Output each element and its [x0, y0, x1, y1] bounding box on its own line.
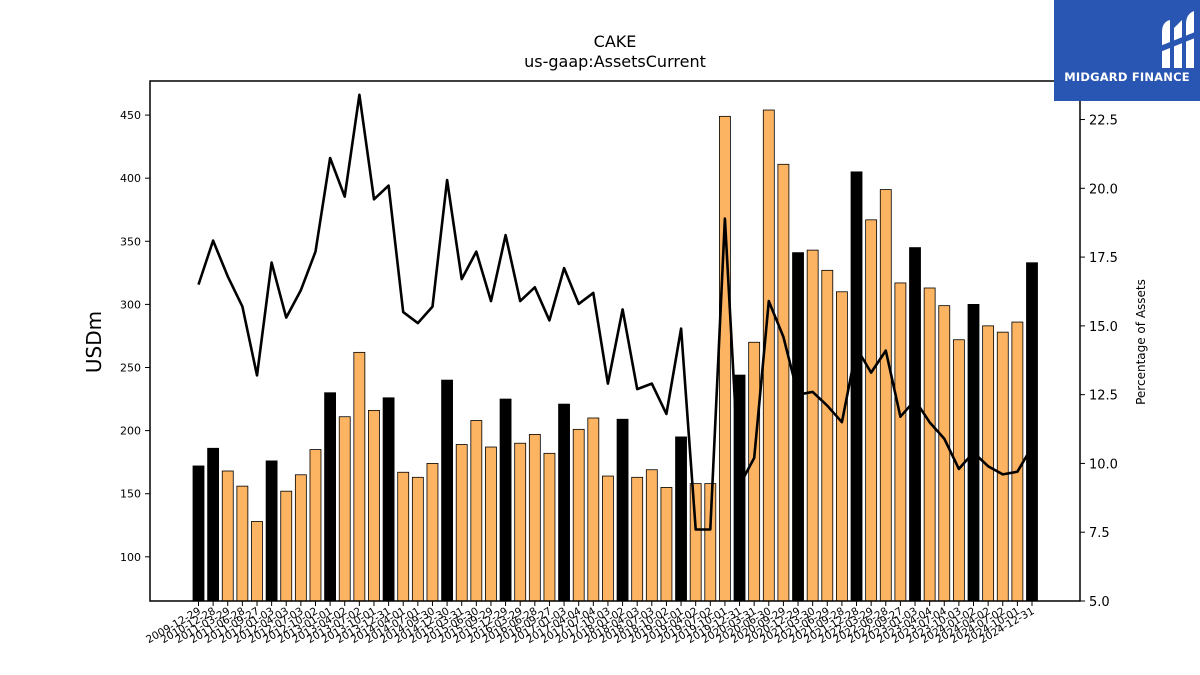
bar [836, 291, 848, 602]
bar [850, 171, 863, 602]
percentage-line [197, 93, 1034, 531]
bar [719, 115, 731, 602]
y-tick-label: 450 [120, 109, 141, 122]
bar [616, 418, 629, 602]
bar [938, 305, 951, 602]
bar [1026, 262, 1038, 602]
bar [777, 163, 790, 602]
bar [879, 189, 892, 602]
bar [748, 341, 761, 602]
chart-title: CAKE [593, 32, 637, 51]
y2-axis-label: Percentage of Assets [1134, 279, 1148, 405]
bar [821, 269, 834, 602]
bar [280, 490, 293, 602]
bar [865, 219, 878, 602]
bar [455, 444, 468, 602]
y-tick-label: 200 [120, 425, 141, 438]
bar [587, 417, 600, 602]
bar [894, 282, 907, 602]
bar [514, 442, 527, 602]
bar [236, 485, 249, 602]
y2-tick-label: 7.5 [1089, 526, 1110, 541]
bar [996, 331, 1009, 602]
bar [952, 339, 965, 602]
bar [704, 483, 717, 602]
y2-tick-label: 17.5 [1089, 251, 1118, 266]
bar [806, 249, 819, 602]
bar [572, 428, 585, 602]
bar [528, 433, 541, 602]
bar [631, 476, 644, 602]
bar [660, 487, 673, 602]
y-axis-label: USDm [82, 310, 106, 374]
bar [265, 460, 278, 602]
midgard-finance-logo: MIDGARD FINANCE [1054, 0, 1200, 101]
bar [382, 397, 395, 602]
y-tick-label: 400 [120, 172, 141, 185]
bar [499, 398, 512, 602]
y2-tick-label: 12.5 [1089, 389, 1118, 404]
bar [441, 379, 453, 602]
bar [558, 403, 570, 602]
bar [543, 452, 556, 602]
bar [689, 483, 702, 602]
bar [602, 475, 614, 602]
bar [411, 476, 424, 602]
bar [485, 446, 497, 602]
bar [294, 474, 307, 602]
plot-frame [149, 80, 1081, 602]
bar [192, 465, 205, 602]
bar [397, 471, 410, 602]
logo-text: MIDGARD FINANCE [1064, 70, 1190, 84]
bar [1011, 321, 1024, 602]
bar [309, 449, 322, 602]
bar [909, 247, 921, 602]
bar [426, 463, 439, 602]
bar [353, 351, 366, 602]
y2-tick-label: 22.5 [1089, 114, 1118, 129]
y-tick-label: 350 [120, 235, 141, 248]
chart-subtitle: us-gaap:AssetsCurrent [524, 52, 706, 71]
y2-tick-label: 15.0 [1089, 320, 1118, 335]
bar [645, 469, 658, 602]
bar [923, 287, 936, 602]
bar [221, 470, 234, 602]
logo-mark-icon [1160, 11, 1200, 68]
bar [792, 252, 804, 602]
y2-tick-label: 5.0 [1089, 595, 1110, 610]
bar [368, 410, 380, 602]
y-tick-label: 100 [120, 551, 141, 564]
y-tick-label: 250 [120, 362, 141, 375]
bar [338, 416, 351, 602]
y-tick-label: 150 [120, 488, 141, 501]
bar [324, 392, 337, 602]
y2-tick-label: 20.0 [1089, 182, 1118, 197]
bar [251, 521, 263, 602]
bar [675, 436, 687, 602]
bar [470, 420, 483, 602]
bar [207, 447, 220, 602]
y2-tick-label: 10.0 [1089, 457, 1118, 472]
y-tick-label: 300 [120, 298, 141, 311]
